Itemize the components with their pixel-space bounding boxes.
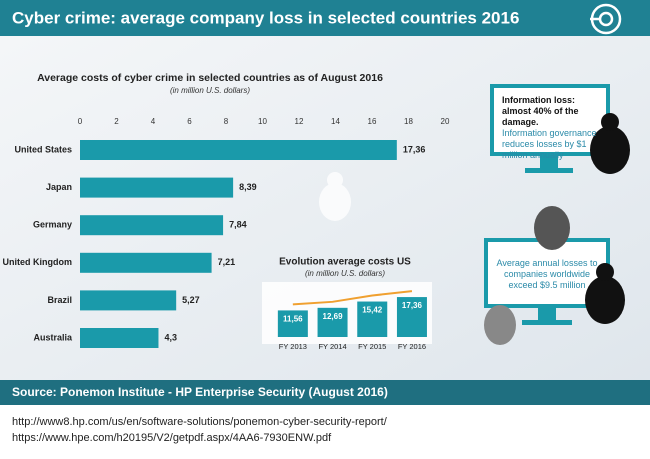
bar — [80, 177, 234, 198]
bar — [80, 215, 224, 236]
value-label: 12,69 — [323, 312, 344, 321]
x-tick-label: 6 — [187, 117, 192, 126]
x-tick-label: 20 — [441, 117, 450, 126]
chart-subtitle: (in million U.S. dollars) — [170, 86, 250, 95]
value-label: 7,21 — [218, 257, 236, 267]
page-title: Cyber crime: average company loss in sel… — [12, 8, 519, 27]
annotation: Information loss: almost 40% of the dama… — [502, 95, 600, 161]
value-label: 17,36 — [402, 301, 423, 310]
x-tick-label: 4 — [151, 117, 156, 126]
annotation-text: Information governance reduces losses by… — [502, 128, 597, 160]
x-tick-label: 8 — [224, 117, 229, 126]
value-label: 4,3 — [164, 332, 177, 342]
value-label: 8,39 — [239, 182, 257, 192]
bar — [277, 310, 308, 337]
bar — [80, 140, 397, 160]
x-tick-label: 14 — [331, 117, 340, 126]
bar — [80, 252, 212, 273]
bug-icon — [319, 172, 351, 221]
category-label: United Kingdom — [3, 257, 73, 267]
bar — [357, 301, 388, 337]
category-label: Brazil — [47, 295, 72, 305]
category-label: Japan — [46, 182, 72, 192]
chart-title: Evolution average costs US — [279, 257, 411, 268]
value-label: 7,84 — [229, 220, 247, 230]
x-tick-label: 10 — [258, 117, 267, 126]
bar — [80, 290, 177, 311]
x-tick-label: FY 2015 — [358, 342, 386, 351]
source: Source: Ponemon Institute - HP Enterpris… — [12, 385, 388, 399]
trend-line — [292, 290, 413, 306]
category-label: United States — [14, 144, 72, 154]
bar — [80, 328, 159, 348]
x-tick-label: 2 — [114, 117, 119, 126]
x-tick-label: FY 2016 — [398, 342, 426, 351]
value-label: 17,36 — [403, 144, 426, 154]
category-label: Australia — [33, 332, 73, 342]
x-tick-label: FY 2014 — [318, 342, 346, 351]
x-tick-label: 0 — [78, 117, 83, 126]
annotation-bold: Information loss: almost 40% of the dama… — [502, 95, 579, 127]
url[interactable]: http://www8.hp.com/us/en/software-soluti… — [12, 416, 387, 428]
value-label: 11,56 — [283, 315, 303, 324]
source-bar — [0, 380, 650, 405]
annotation: Average annual losses to companies world… — [494, 258, 600, 291]
header-bar — [0, 0, 650, 36]
logo — [590, 3, 622, 35]
x-tick-label: 18 — [404, 117, 413, 126]
bar — [317, 307, 348, 337]
x-tick-label: FY 2013 — [279, 342, 307, 351]
chart-title: Average costs of cyber crime in selected… — [37, 72, 383, 84]
category-label: Germany — [33, 220, 72, 230]
value-label: 5,27 — [182, 295, 200, 305]
bar — [396, 297, 427, 337]
bug-icon — [484, 113, 630, 345]
chart-subtitle: (in million U.S. dollars) — [305, 269, 385, 278]
x-tick-label: 12 — [295, 117, 304, 126]
value-label: 15,42 — [362, 306, 383, 315]
x-tick-label: 16 — [368, 117, 377, 126]
annotation-text: Average annual losses to companies world… — [496, 258, 598, 290]
url[interactable]: https://www.hpe.com/h20195/V2/getpdf.asp… — [12, 432, 332, 444]
